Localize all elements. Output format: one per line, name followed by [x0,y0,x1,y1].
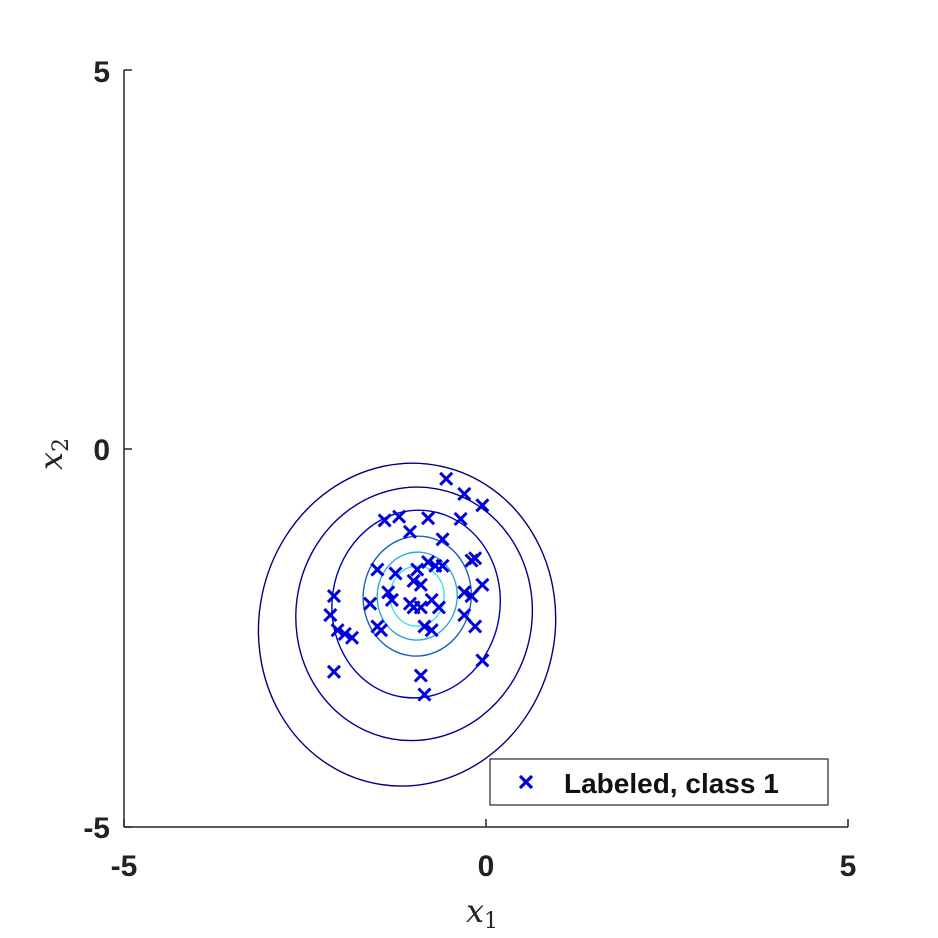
points-layer [323,471,490,702]
legend-label: Labeled, class 1 [564,768,779,799]
data-point [370,562,385,577]
data-point [413,577,428,592]
data-point [406,573,421,589]
data-point [457,486,472,501]
contour-line [257,462,557,787]
x-tick-label: 5 [840,850,857,883]
data-point [417,687,432,702]
x-axis-label-sub: 1 [484,909,498,934]
data-point [431,600,447,615]
contour-line [295,486,534,742]
data-point [464,589,479,604]
data-point [384,592,399,607]
y-tick-label: 5 [93,56,110,89]
contour-line [331,509,502,699]
x-axis-label-var: x [466,892,484,930]
data-point [337,626,352,642]
legend: Labeled, class 1 [489,758,829,806]
data-point [326,664,342,679]
data-point [330,623,345,638]
x-axis-label: x1 [466,892,498,934]
legend-marker-x-icon [518,774,534,790]
data-point [424,623,439,638]
data-point [392,509,407,524]
y-axis-label: x2 [32,438,74,470]
data-point [381,585,396,600]
data-point [344,630,360,645]
data-point [475,577,490,592]
data-point [377,513,392,528]
data-point [417,619,432,634]
data-point [457,607,472,623]
data-point [388,566,403,581]
data-point [413,668,428,683]
data-point [421,511,436,526]
data-point [410,562,425,577]
data-point [326,589,342,604]
data-point [475,498,490,513]
data-point [457,585,472,600]
data-point [464,553,479,568]
contour-layer [257,462,557,787]
data-point [468,619,483,634]
data-point [323,607,338,623]
data-point [373,623,389,638]
x-tick-label: 0 [478,850,495,883]
y-axis-label-sub: 2 [49,438,74,452]
data-point [435,558,450,573]
y-axis-label-var: x [32,452,70,470]
data-point [453,511,468,526]
data-point [406,600,421,615]
contour-line [376,551,458,641]
contour-line [362,535,472,657]
data-point [439,471,454,486]
data-point [421,554,436,570]
legend-box [489,758,829,806]
y-tick-label: 0 [93,434,110,467]
x-tick-label: -5 [111,850,138,883]
data-point [435,532,450,547]
y-tick-label: -5 [83,812,110,845]
data-point [402,524,418,539]
data-point [475,653,490,668]
data-point [363,596,378,611]
